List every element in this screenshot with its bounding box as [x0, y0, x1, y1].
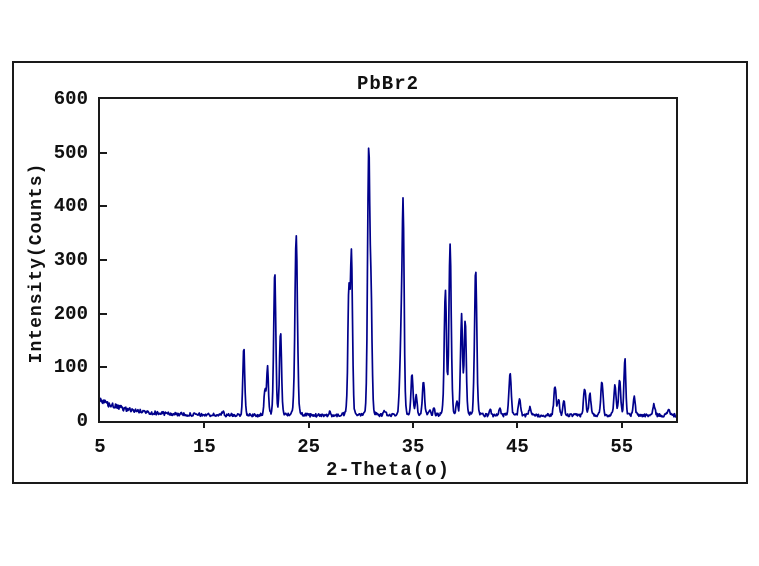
- x-tick-mark: [620, 423, 623, 428]
- y-tick-mark: [100, 313, 107, 315]
- y-tick-label: 200: [53, 302, 88, 325]
- y-tick-label: 600: [53, 88, 88, 110]
- x-tick-mark: [516, 423, 519, 428]
- x-tick-mark: [412, 423, 415, 428]
- y-tick-label: 400: [53, 195, 88, 218]
- y-tick-mark: [100, 205, 107, 207]
- y-tick-mark: [100, 152, 107, 154]
- y-tick-label: 0: [76, 410, 88, 432]
- xrd-trace: [100, 147, 676, 418]
- diffraction-line: [100, 147, 676, 418]
- y-tick-label: 100: [53, 356, 88, 379]
- plot-area: [98, 97, 678, 423]
- x-tick-label: 5: [94, 436, 106, 458]
- x-tick-label: 15: [192, 436, 216, 458]
- x-tick-mark: [307, 423, 310, 428]
- y-tick-mark: [100, 259, 107, 261]
- chart-title: PbBr2: [356, 73, 419, 95]
- x-axis-title: 2-Theta(o): [325, 459, 451, 481]
- y-tick-mark: [100, 366, 107, 368]
- y-tick-label: 300: [53, 249, 88, 271]
- x-tick-label: 35: [401, 436, 425, 458]
- x-tick-label: 55: [610, 436, 634, 458]
- x-tick-label: 45: [505, 436, 529, 458]
- x-tick-label: 25: [297, 436, 321, 458]
- x-tick-mark: [203, 423, 206, 428]
- y-tick-label: 500: [53, 141, 88, 164]
